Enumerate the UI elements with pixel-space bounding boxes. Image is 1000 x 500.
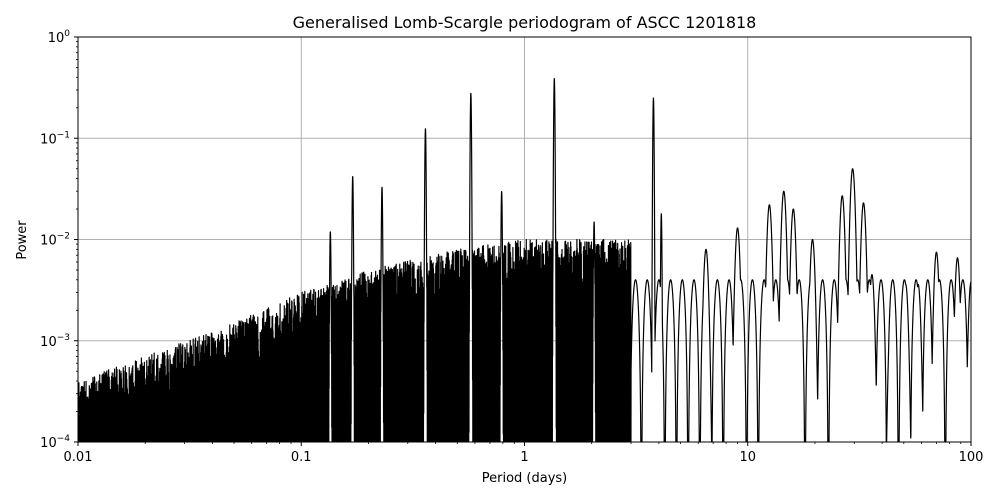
y-axis-label: Power <box>15 220 30 260</box>
x-tick-label: 0.01 <box>64 450 93 465</box>
y-tick-label: 10−1 <box>40 130 70 147</box>
y-tick-label: 10−3 <box>40 333 70 350</box>
periodogram-line <box>78 78 971 442</box>
x-tick-label: 0.1 <box>291 450 312 465</box>
y-tick-label: 100 <box>48 29 71 46</box>
y-axis-ticks: 10−4 10−3 10−2 10−1 100 <box>40 29 78 451</box>
y-tick-label: 10−2 <box>40 232 70 249</box>
x-axis-label: Period (days) <box>482 471 568 486</box>
x-axis-ticks: 0.01 0.1 1 10 100 <box>64 442 984 465</box>
x-tick-label: 100 <box>959 450 984 465</box>
x-tick-label: 1 <box>520 450 528 465</box>
x-tick-label: 10 <box>739 450 756 465</box>
y-tick-label: 10−4 <box>40 434 70 451</box>
chart-title: Generalised Lomb-Scargle periodogram of … <box>293 13 757 32</box>
